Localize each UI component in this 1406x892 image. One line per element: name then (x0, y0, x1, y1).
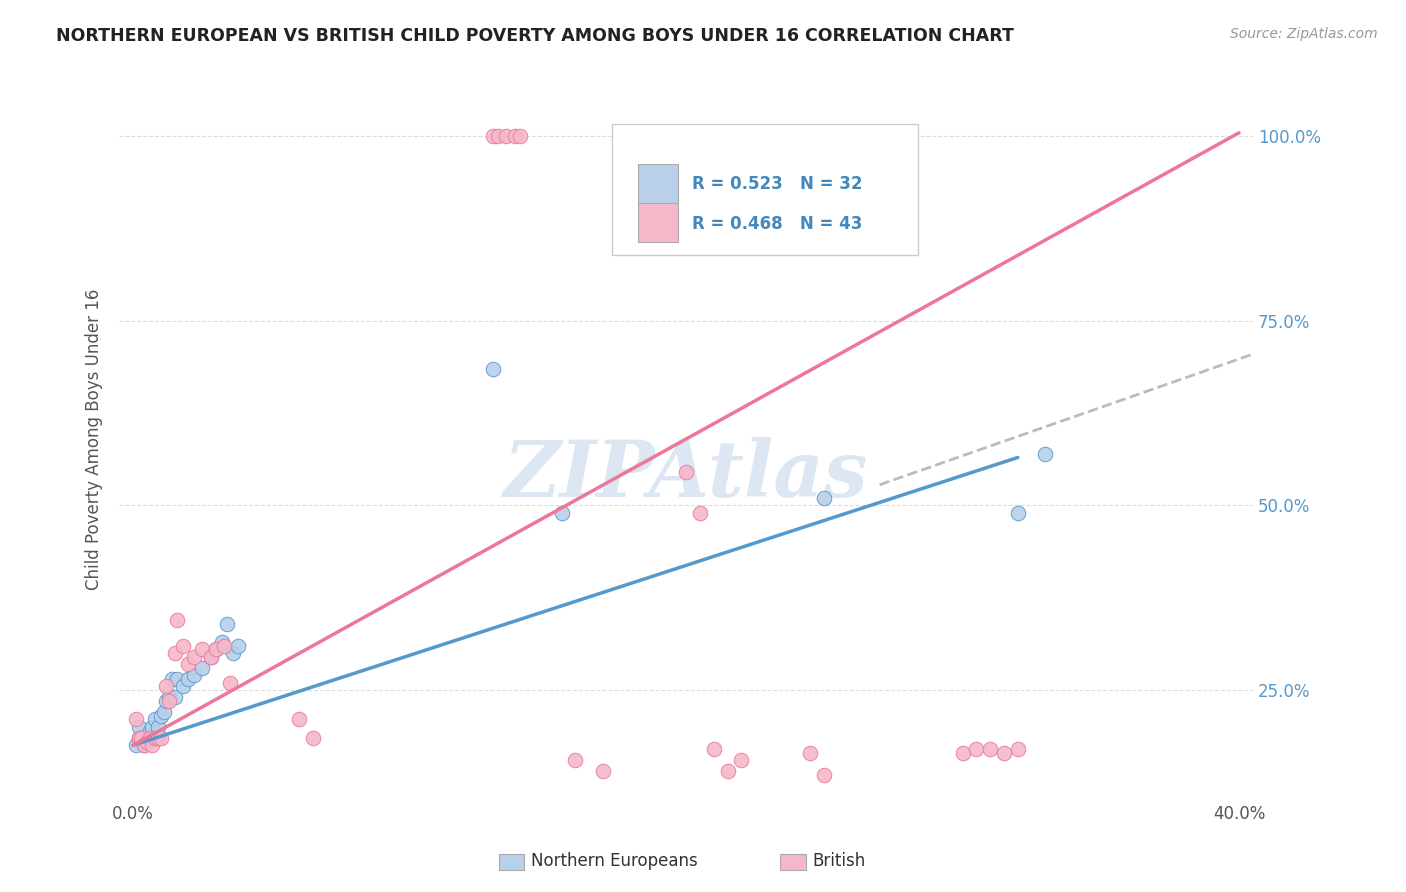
Point (226, 639, 249, 653)
Point (163, 646, 186, 660)
Y-axis label: Child Poverty Among Boys Under 16: Child Poverty Among Boys Under 16 (86, 288, 103, 590)
Point (160, 672, 183, 686)
Point (166, 613, 188, 627)
Point (689, 506, 711, 520)
Point (481, 129, 503, 144)
Point (550, 506, 572, 520)
Point (143, 713, 166, 727)
FancyBboxPatch shape (613, 125, 918, 254)
Point (128, 720, 150, 734)
Text: R = 0.468   N = 43: R = 0.468 N = 43 (692, 214, 862, 233)
Point (149, 731, 172, 745)
Point (146, 720, 169, 734)
Point (211, 635, 233, 649)
Point (481, 362, 503, 376)
Point (564, 753, 586, 767)
Point (1035, 447, 1057, 461)
Point (163, 690, 186, 705)
Point (730, 753, 752, 767)
Point (157, 690, 180, 705)
Point (1007, 506, 1029, 520)
Point (183, 649, 205, 664)
Text: Northern Europeans: Northern Europeans (531, 852, 699, 870)
Point (157, 694, 180, 708)
Point (149, 708, 172, 723)
Point (143, 731, 166, 745)
Point (221, 646, 243, 660)
Point (993, 746, 1015, 760)
Point (134, 739, 156, 753)
Point (131, 731, 153, 745)
Point (1007, 742, 1029, 756)
Bar (638, 202, 678, 243)
Point (141, 720, 163, 734)
Point (177, 657, 200, 672)
Point (813, 768, 835, 782)
Point (486, 129, 509, 144)
Text: NORTHERN EUROPEAN VS BRITISH CHILD POVERTY AMONG BOYS UNDER 16 CORRELATION CHART: NORTHERN EUROPEAN VS BRITISH CHILD POVER… (56, 27, 1014, 45)
Point (125, 713, 148, 727)
Point (952, 746, 974, 760)
Point (134, 739, 156, 753)
Point (141, 739, 163, 753)
Point (138, 731, 160, 745)
Point (217, 616, 239, 631)
Point (135, 734, 157, 748)
Point (155, 679, 177, 693)
Point (128, 731, 150, 745)
Point (979, 742, 1001, 756)
Point (205, 642, 228, 657)
Point (799, 746, 821, 760)
Point (703, 742, 725, 756)
Point (138, 723, 160, 738)
Point (200, 649, 222, 664)
Text: Source: ZipAtlas.com: Source: ZipAtlas.com (1230, 27, 1378, 41)
Point (288, 713, 311, 727)
Point (200, 649, 222, 664)
Point (509, 129, 531, 144)
Point (177, 672, 200, 686)
Point (152, 705, 174, 719)
Point (135, 734, 157, 748)
Point (495, 129, 517, 144)
Point (214, 639, 236, 653)
Point (716, 764, 738, 778)
Point (131, 731, 153, 745)
Point (301, 731, 323, 745)
Text: British: British (813, 852, 866, 870)
Text: R = 0.523   N = 32: R = 0.523 N = 32 (692, 176, 862, 194)
Point (146, 731, 169, 745)
Bar (638, 164, 678, 204)
Point (166, 672, 188, 686)
Point (965, 742, 987, 756)
Point (205, 642, 228, 657)
Point (813, 491, 835, 505)
Point (218, 675, 240, 690)
Point (503, 129, 526, 144)
Point (128, 731, 150, 745)
Point (125, 739, 148, 753)
Point (675, 465, 697, 479)
Point (592, 764, 614, 778)
Point (155, 694, 177, 708)
Text: ZIPAtlas: ZIPAtlas (503, 437, 869, 514)
Point (183, 668, 205, 682)
Point (172, 639, 194, 653)
Point (191, 642, 214, 657)
Point (191, 661, 214, 675)
Point (172, 679, 194, 693)
